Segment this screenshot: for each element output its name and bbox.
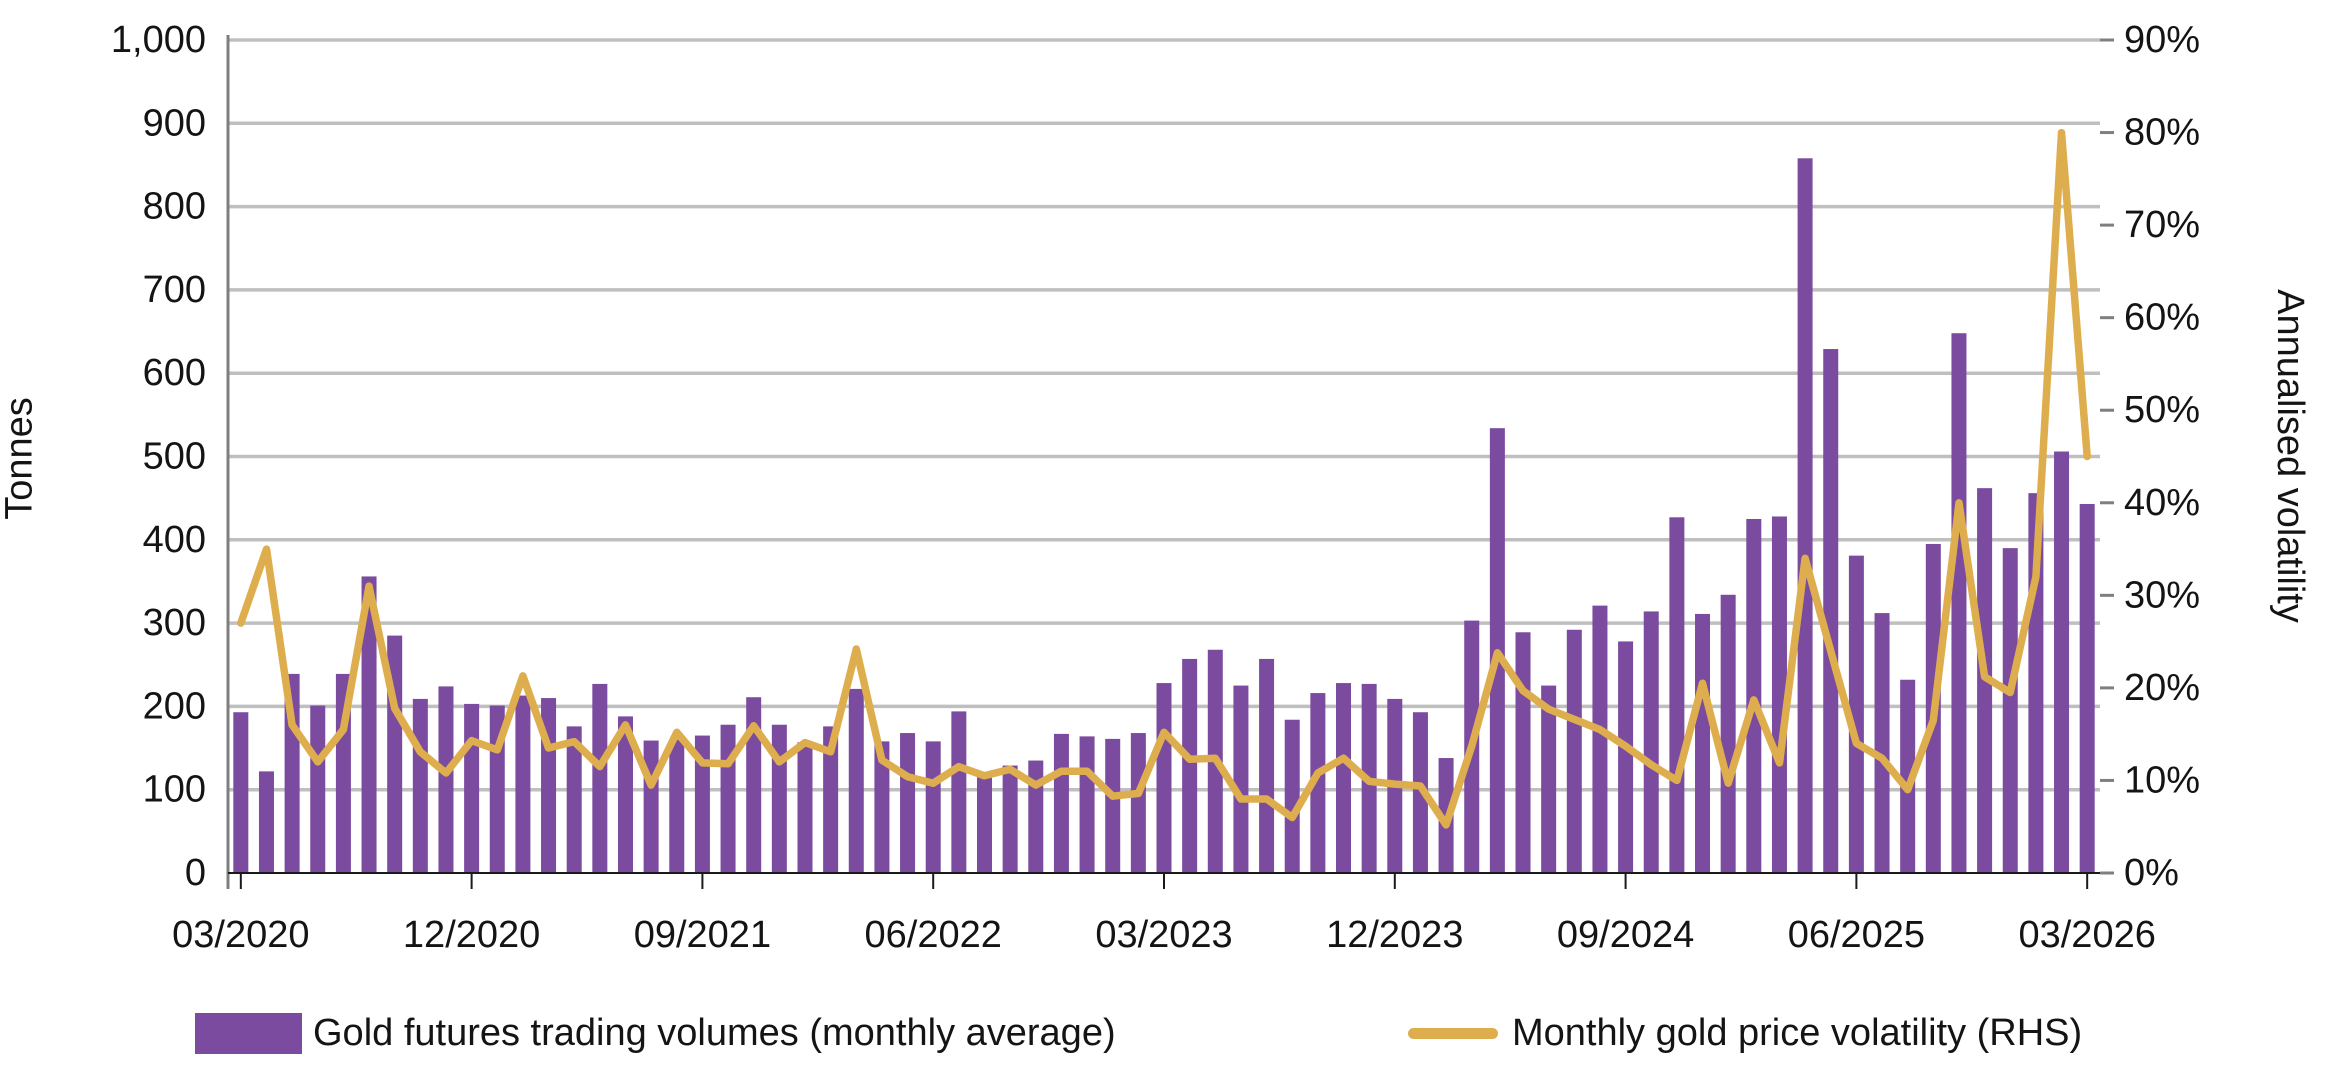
- y-tick-label-right: 90%: [2124, 19, 2200, 61]
- bar-04/2023: [1182, 658, 1198, 873]
- y-tick-label-left: 0: [185, 852, 206, 894]
- x-tick-label: 12/2020: [403, 914, 540, 956]
- bar-03/2020: [233, 712, 249, 873]
- bar-05/2024: [1515, 632, 1531, 873]
- bar-03/2023: [1156, 683, 1172, 873]
- bar-06/2020: [310, 705, 326, 873]
- bar-04/2021: [566, 726, 582, 873]
- bar-04/2020: [258, 771, 274, 873]
- y-tick-label-right: 0%: [2124, 852, 2179, 894]
- bar-10/2021: [720, 724, 736, 873]
- x-tick-label: 03/2023: [1095, 914, 1232, 956]
- bar-12/2021: [771, 724, 787, 873]
- y-tick-label-right: 80%: [2124, 112, 2200, 154]
- bar-02/2025: [1746, 518, 1762, 873]
- bar-03/2025: [1771, 516, 1787, 873]
- bar-09/2021: [694, 735, 710, 873]
- bar-12/2025: [2002, 548, 2018, 873]
- y-tick-label-left: 900: [143, 102, 206, 144]
- bar-10/2023: [1336, 683, 1352, 873]
- bar-06/2022: [925, 741, 941, 873]
- bar-11/2024: [1669, 517, 1685, 873]
- bar-01/2022: [797, 742, 813, 873]
- x-tick-label: 03/2026: [2018, 914, 2155, 956]
- bar-06/2023: [1233, 685, 1249, 873]
- bar-07/2022: [951, 711, 967, 873]
- bar-09/2023: [1310, 693, 1326, 873]
- y-axis-title-right: Annualised volatility: [2269, 289, 2311, 623]
- y-tick-label-left: 800: [143, 186, 206, 228]
- x-tick-label: 06/2022: [865, 914, 1002, 956]
- bar-10/2020: [412, 698, 428, 873]
- bar-01/2023: [1105, 738, 1121, 873]
- bar-06/2021: [617, 716, 633, 873]
- y-tick-label-right: 50%: [2124, 389, 2200, 431]
- bar-09/2022: [1002, 765, 1018, 873]
- bar-10/2025: [1951, 333, 1967, 873]
- volatility-line: [237, 128, 2091, 829]
- bar-07/2025: [1874, 613, 1890, 873]
- y-tick-label-right: 70%: [2124, 204, 2200, 246]
- bar-12/2024: [1695, 613, 1711, 873]
- x-tick-label: 06/2025: [1788, 914, 1925, 956]
- bar-08/2022: [976, 772, 992, 873]
- bar-08/2025: [1900, 679, 1916, 873]
- legend-label-volumes: Gold futures trading volumes (monthly av…: [313, 1012, 1116, 1054]
- legend-swatch-volumes-icon: [195, 1013, 302, 1054]
- bar-01/2025: [1720, 594, 1736, 873]
- x-tick-label: 09/2021: [634, 914, 771, 956]
- y-tick-label-left: 400: [143, 519, 206, 561]
- bar-07/2024: [1566, 629, 1582, 873]
- y-axis-title-left: Tonnes: [0, 397, 41, 520]
- y-tick-label-left: 500: [143, 436, 206, 478]
- bar-04/2025: [1797, 158, 1813, 873]
- y-tick-label-left: 200: [143, 685, 206, 727]
- bar-12/2022: [1079, 736, 1095, 873]
- bar-10/2024: [1643, 611, 1659, 873]
- bar-02/2026: [2054, 451, 2070, 873]
- y-tick-label-right: 40%: [2124, 482, 2200, 524]
- bar-02/2021: [515, 695, 531, 873]
- bar-02/2022: [823, 726, 839, 873]
- bar-11/2022: [1053, 733, 1069, 873]
- legend-label-volatility: Monthly gold price volatility (RHS): [1512, 1012, 2083, 1054]
- legend-swatch-volatility-icon: [1408, 1028, 1498, 1039]
- bar-06/2024: [1541, 685, 1557, 873]
- y-tick-label-right: 60%: [2124, 297, 2200, 339]
- bar-02/2023: [1130, 733, 1146, 873]
- bar-11/2020: [438, 686, 454, 873]
- bar-08/2021: [669, 739, 685, 873]
- y-tick-label-right: 10%: [2124, 759, 2200, 801]
- y-tick-label-left: 100: [143, 769, 206, 811]
- bar-04/2022: [874, 741, 890, 873]
- bar-03/2026: [2079, 503, 2095, 873]
- bar-05/2022: [900, 733, 916, 873]
- bar-05/2021: [592, 683, 608, 873]
- y-tick-label-right: 20%: [2124, 667, 2200, 709]
- bar-10/2022: [1028, 760, 1044, 873]
- bar-12/2020: [464, 703, 480, 873]
- x-tick-label: 03/2020: [172, 914, 309, 956]
- y-tick-label-left: 700: [143, 269, 206, 311]
- y-tick-label-left: 1,000: [111, 19, 206, 61]
- bar-11/2021: [746, 697, 762, 873]
- bar-07/2023: [1259, 658, 1275, 873]
- bar-08/2023: [1284, 719, 1300, 873]
- bar-03/2022: [848, 688, 864, 873]
- y-tick-label-left: 300: [143, 602, 206, 644]
- bar-08/2024: [1592, 605, 1608, 873]
- bar-05/2025: [1823, 349, 1839, 874]
- bar-07/2021: [643, 740, 659, 873]
- y-tick-label-right: 30%: [2124, 574, 2200, 616]
- x-tick-label: 12/2023: [1326, 914, 1463, 956]
- x-tick-label: 09/2024: [1557, 914, 1694, 956]
- bar-06/2025: [1848, 555, 1864, 873]
- y-tick-label-left: 600: [143, 352, 206, 394]
- bar-09/2024: [1618, 641, 1634, 873]
- bar-08/2020: [361, 576, 377, 873]
